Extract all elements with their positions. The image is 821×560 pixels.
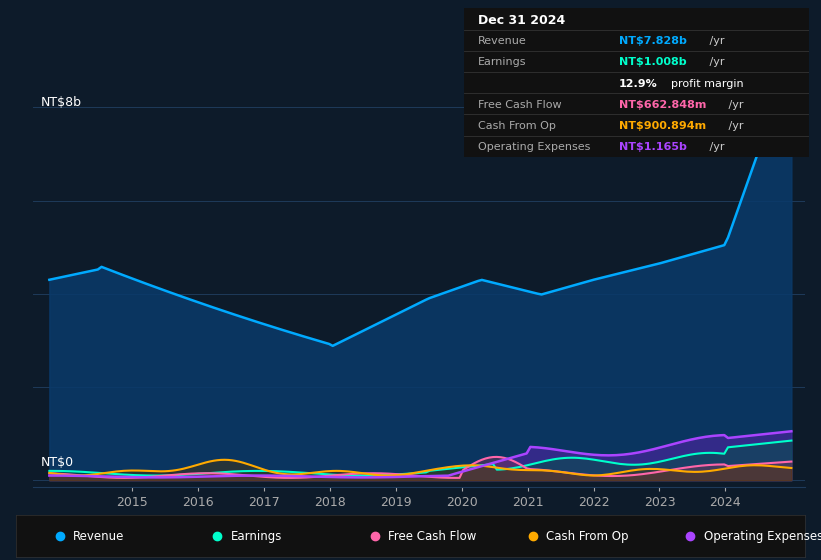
Text: Cash From Op: Cash From Op <box>478 121 556 131</box>
Text: Earnings: Earnings <box>231 530 282 543</box>
Text: Revenue: Revenue <box>478 36 526 46</box>
Text: /yr: /yr <box>706 58 724 67</box>
Text: Cash From Op: Cash From Op <box>546 530 629 543</box>
Text: /yr: /yr <box>706 36 724 46</box>
Text: NT$1.165b: NT$1.165b <box>619 142 687 152</box>
Text: NT$8b: NT$8b <box>40 96 81 109</box>
Text: NT$900.894m: NT$900.894m <box>619 121 706 131</box>
Text: Revenue: Revenue <box>73 530 125 543</box>
Text: /yr: /yr <box>706 142 724 152</box>
Text: Operating Expenses: Operating Expenses <box>704 530 821 543</box>
Text: Free Cash Flow: Free Cash Flow <box>388 530 477 543</box>
Text: Earnings: Earnings <box>478 58 526 67</box>
Text: NT$1.008b: NT$1.008b <box>619 58 686 67</box>
Text: Dec 31 2024: Dec 31 2024 <box>478 13 565 26</box>
Text: profit margin: profit margin <box>671 78 743 88</box>
Text: Operating Expenses: Operating Expenses <box>478 142 590 152</box>
Text: NT$7.828b: NT$7.828b <box>619 36 687 46</box>
Text: /yr: /yr <box>725 100 744 110</box>
Text: Free Cash Flow: Free Cash Flow <box>478 100 562 110</box>
Text: NT$0: NT$0 <box>40 456 74 469</box>
Text: NT$662.848m: NT$662.848m <box>619 100 706 110</box>
Text: 12.9%: 12.9% <box>619 78 658 88</box>
Text: /yr: /yr <box>725 121 744 131</box>
